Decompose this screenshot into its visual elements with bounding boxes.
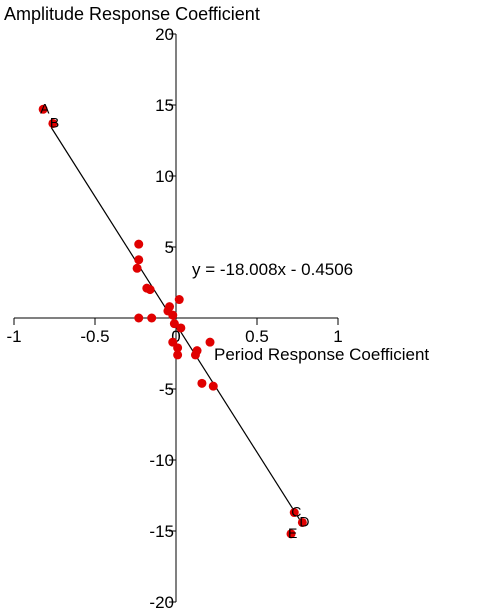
data-point [173, 343, 183, 353]
y-tick-label: 10 [155, 167, 174, 186]
point-label: D [299, 513, 309, 529]
data-points: AB CDE [38, 100, 309, 541]
data-point [134, 239, 144, 249]
point-label: C [291, 504, 301, 520]
data-point [134, 313, 144, 323]
y-tick-label: -15 [149, 522, 174, 541]
data-point [205, 337, 215, 347]
axes: -1 -0.5 0 0.5 1 -20 -15 -10 -5 5 10 15 20 [6, 25, 342, 612]
data-point [145, 285, 155, 295]
x-tick-label: 1 [333, 327, 342, 346]
point-label: E [288, 525, 297, 541]
data-point [289, 508, 299, 518]
data-point [190, 350, 200, 360]
data-point [286, 529, 296, 539]
data-point [134, 255, 144, 265]
x-axis-label: Period Response Coefficient [214, 345, 429, 364]
y-tick-label: 20 [155, 25, 174, 44]
point-label: A [40, 100, 50, 116]
data-point [48, 118, 58, 128]
y-tick-label: -20 [149, 593, 174, 612]
y-tick-label: -5 [159, 380, 174, 399]
data-point [197, 378, 207, 388]
x-tick-label: -0.5 [80, 327, 109, 346]
data-point [147, 313, 157, 323]
trendline-equation: y = -18.008x - 0.4506 [192, 260, 353, 279]
x-tick-label: 0.5 [245, 327, 269, 346]
data-point [38, 104, 48, 114]
data-point [173, 350, 183, 360]
y-tick-label: -10 [149, 451, 174, 470]
chart-title: Amplitude Response Coefficient [4, 4, 260, 24]
data-point [132, 263, 142, 273]
x-tick-label: 0 [171, 327, 180, 346]
x-tick-label: -1 [6, 327, 21, 346]
data-point [174, 295, 184, 305]
y-tick-label: 15 [155, 96, 174, 115]
data-point [168, 310, 178, 320]
point-label: B [50, 114, 59, 130]
data-point [169, 319, 179, 329]
data-point [208, 381, 218, 391]
y-tick-label: 5 [165, 238, 174, 257]
data-point [297, 517, 307, 527]
data-point [176, 323, 186, 333]
